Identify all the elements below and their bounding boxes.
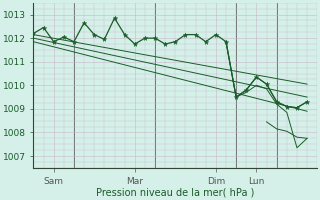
- X-axis label: Pression niveau de la mer( hPa ): Pression niveau de la mer( hPa ): [96, 187, 254, 197]
